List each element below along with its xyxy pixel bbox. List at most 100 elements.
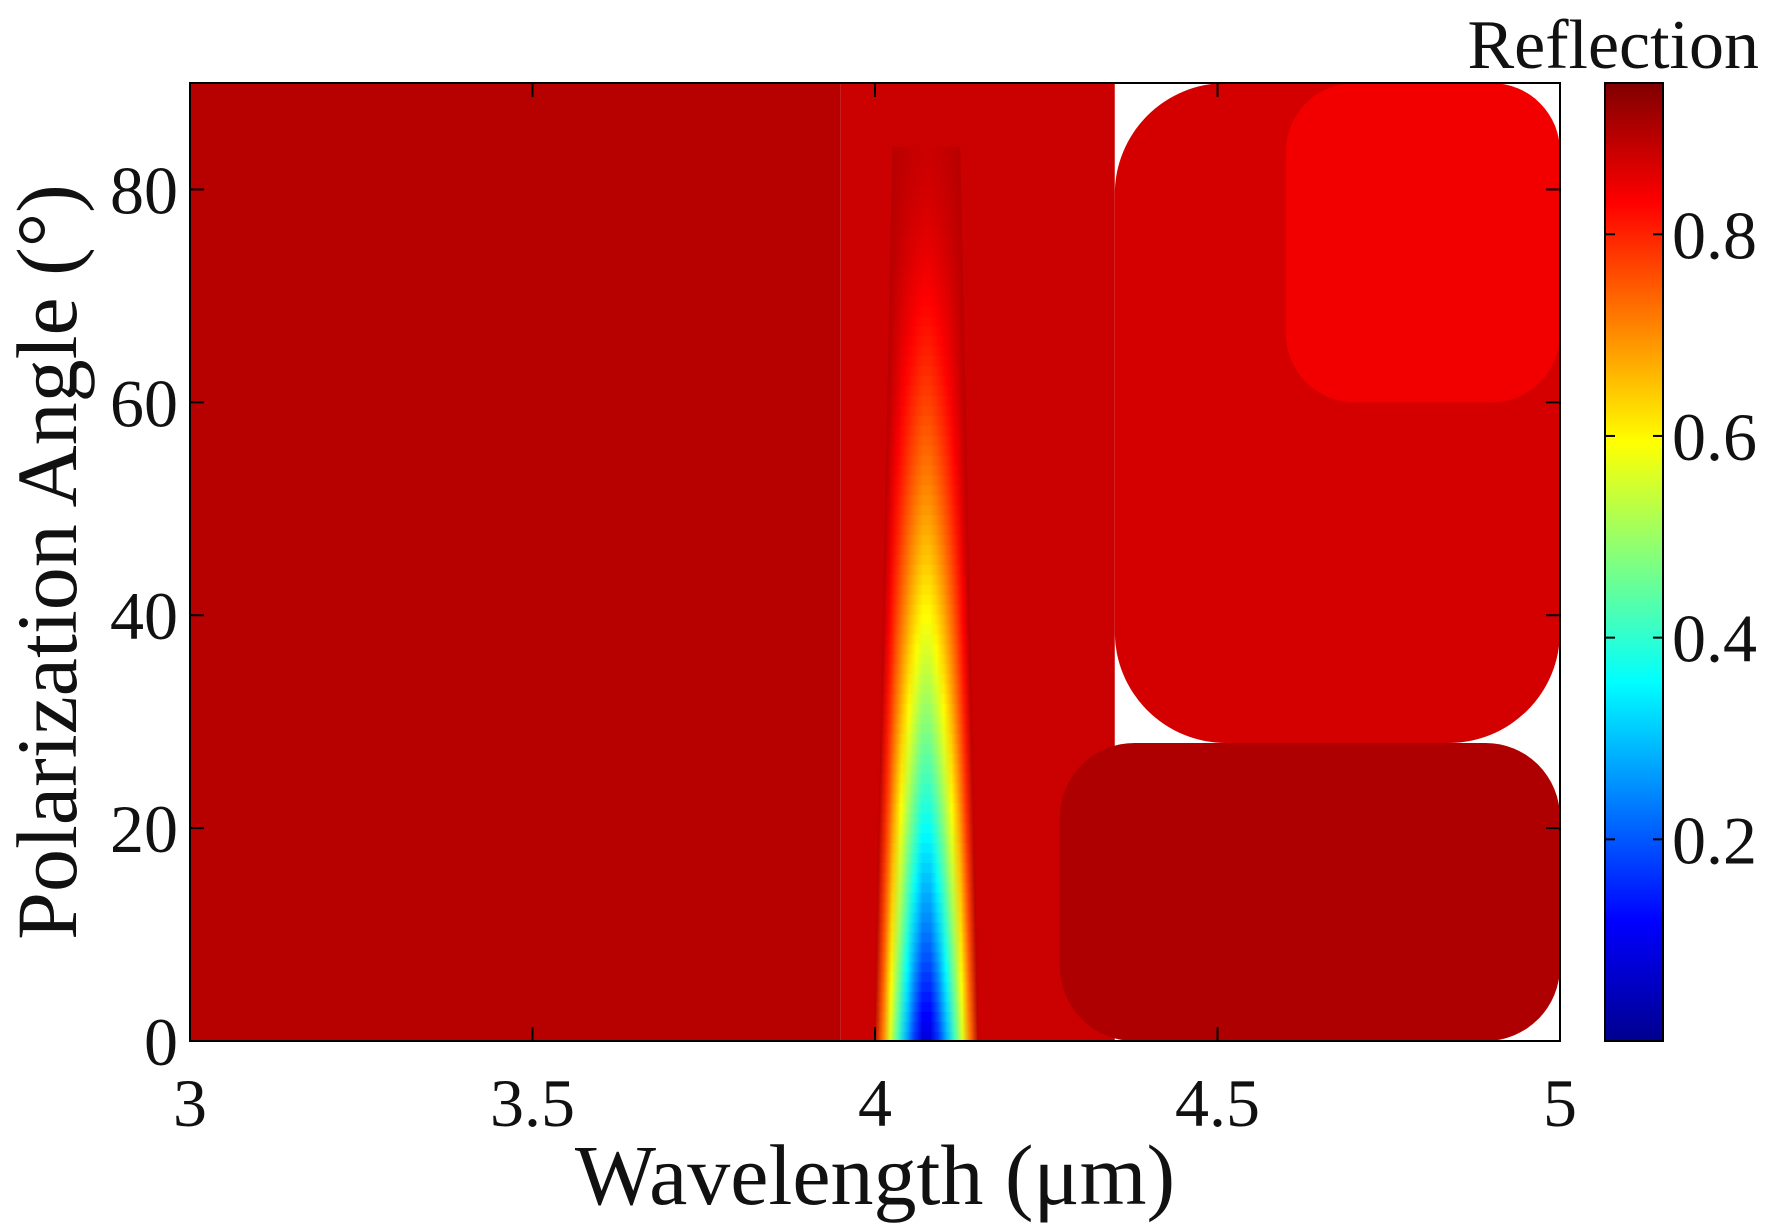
resonance-strip bbox=[878, 852, 975, 863]
resonance-strip bbox=[880, 733, 973, 744]
resonance-strip bbox=[888, 315, 964, 327]
heatmap-region bbox=[190, 83, 841, 1041]
resonance-strip bbox=[880, 752, 973, 764]
resonance-strip bbox=[891, 196, 962, 208]
resonance-strip bbox=[878, 842, 975, 854]
resonance-strip bbox=[884, 554, 969, 565]
resonance-strip bbox=[889, 266, 963, 277]
resonance-strip bbox=[879, 772, 974, 784]
resonance-strip bbox=[884, 534, 969, 546]
resonance-strip bbox=[891, 186, 962, 198]
resonance-strip bbox=[889, 285, 964, 297]
resonance-strip bbox=[878, 812, 974, 824]
resonance-strip bbox=[890, 256, 963, 267]
resonance-strip bbox=[877, 862, 975, 873]
resonance-strip bbox=[885, 484, 968, 496]
y-axis-label: Polarization Angle (°) bbox=[0, 184, 95, 940]
x-tick-label: 4.5 bbox=[1175, 1065, 1260, 1141]
plot-area bbox=[190, 83, 1560, 1041]
resonance-strip bbox=[888, 335, 965, 347]
resonance-strip bbox=[886, 415, 966, 426]
resonance-strip bbox=[889, 305, 964, 317]
resonance-strip bbox=[877, 872, 976, 883]
resonance-strip bbox=[888, 325, 965, 337]
resonance-strip bbox=[878, 832, 975, 844]
resonance-strip bbox=[888, 345, 965, 357]
resonance-strip bbox=[882, 613, 970, 625]
y-axis-ticks: 0 20 40 60 80 bbox=[110, 152, 1560, 1080]
resonance-strip bbox=[875, 991, 978, 1003]
y-tick-label: 0 bbox=[144, 1004, 178, 1080]
resonance-strip bbox=[881, 673, 972, 685]
resonance-strip bbox=[877, 901, 976, 913]
colorbar-tick-label: 0.8 bbox=[1672, 197, 1757, 273]
resonance-strip bbox=[890, 216, 962, 228]
y-tick-label: 80 bbox=[110, 152, 178, 228]
x-axis-ticks: 3 3.5 4 4.5 5 bbox=[173, 83, 1577, 1141]
resonance-strip bbox=[881, 693, 972, 705]
resonance-strip bbox=[887, 385, 966, 397]
resonance-strip bbox=[890, 226, 962, 238]
colorbar-tick-label: 0.2 bbox=[1672, 802, 1757, 878]
x-tick-label: 4 bbox=[858, 1065, 892, 1141]
resonance-strip bbox=[876, 941, 977, 953]
resonance-strip bbox=[892, 156, 961, 168]
colorbar bbox=[1605, 83, 1663, 1041]
resonance-strip bbox=[875, 961, 977, 973]
colorbar-label: Reflection bbox=[1467, 7, 1759, 84]
resonance-strip bbox=[874, 1011, 978, 1022]
resonance-strip bbox=[879, 762, 973, 774]
resonance-strip bbox=[883, 593, 970, 605]
resonance-strip bbox=[880, 723, 973, 734]
resonance-strip bbox=[890, 236, 963, 248]
colorbar-ticks: 0.2 0.4 0.6 0.8 bbox=[1605, 197, 1757, 878]
resonance-strip bbox=[879, 792, 974, 804]
resonance-strip bbox=[885, 464, 967, 476]
resonance-strip bbox=[885, 474, 968, 486]
resonance-strip bbox=[876, 931, 977, 943]
resonance-strip bbox=[874, 1031, 979, 1041]
resonance-strip bbox=[886, 425, 967, 436]
resonance-strip bbox=[879, 782, 974, 794]
resonance-strip bbox=[883, 603, 970, 615]
resonance-strip bbox=[884, 524, 969, 536]
resonance-strip bbox=[890, 246, 963, 257]
resonance-strip bbox=[886, 434, 967, 446]
resonance-strip bbox=[880, 742, 973, 754]
colorbar-tick-label: 0.6 bbox=[1672, 399, 1757, 475]
resonance-strip bbox=[876, 921, 977, 933]
resonance-strip bbox=[877, 891, 976, 903]
y-tick-label: 40 bbox=[110, 578, 178, 654]
resonance-strip bbox=[876, 911, 976, 923]
resonance-strip bbox=[888, 355, 965, 367]
resonance-strip bbox=[885, 504, 968, 516]
resonance-strip bbox=[877, 882, 976, 893]
resonance-strip bbox=[887, 375, 966, 387]
resonance-strip bbox=[882, 643, 971, 655]
resonance-strip bbox=[879, 802, 974, 814]
colorbar-tick-label: 0.4 bbox=[1672, 601, 1757, 677]
resonance-strip bbox=[880, 713, 972, 724]
heatmap-region bbox=[1286, 83, 1560, 403]
resonance-strip bbox=[875, 951, 977, 963]
resonance-strip bbox=[883, 583, 970, 595]
resonance-strip bbox=[882, 623, 971, 635]
resonance-strip bbox=[892, 146, 961, 158]
resonance-strip bbox=[883, 574, 970, 585]
x-tick-label: 3 bbox=[173, 1065, 207, 1141]
resonance-strip bbox=[881, 683, 972, 695]
resonance-strip bbox=[891, 166, 961, 178]
resonance-strip bbox=[881, 663, 971, 675]
resonance-strip bbox=[887, 405, 966, 416]
resonance-strip bbox=[875, 971, 978, 983]
y-tick-label: 20 bbox=[110, 791, 178, 867]
x-tick-label: 3.5 bbox=[490, 1065, 575, 1141]
resonance-strip bbox=[891, 206, 962, 218]
resonance-strip bbox=[878, 822, 975, 834]
resonance-strip bbox=[887, 395, 966, 406]
resonance-strip bbox=[874, 1021, 979, 1032]
resonance-strip bbox=[874, 1001, 978, 1012]
resonance-strip bbox=[891, 176, 961, 188]
resonance-strip bbox=[889, 295, 964, 307]
